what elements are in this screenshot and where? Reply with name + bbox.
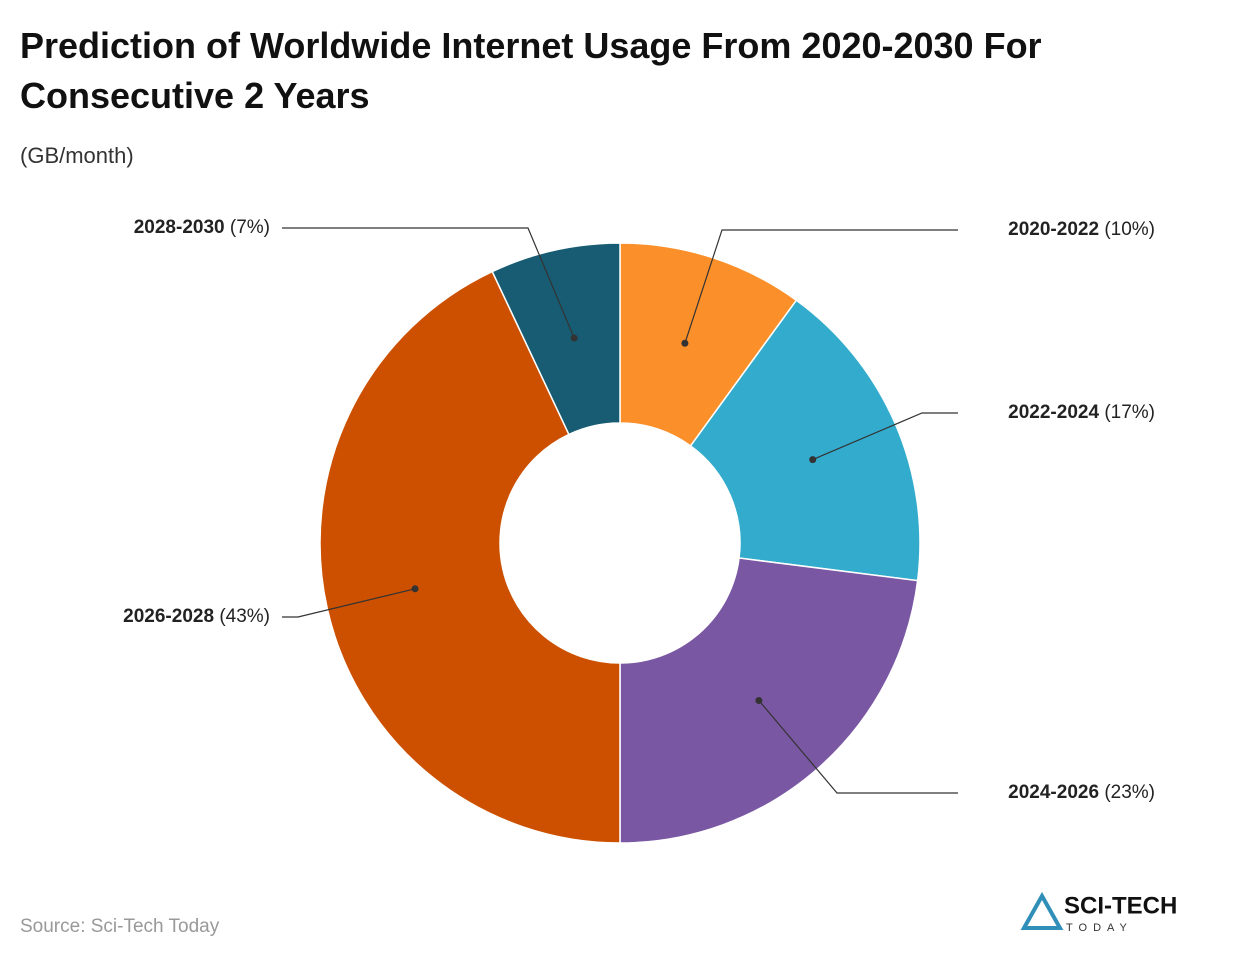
slice-category: 2020-2022 xyxy=(1008,219,1099,240)
leader-line xyxy=(812,412,958,461)
donut-slice xyxy=(689,299,921,582)
chart-title: Prediction of Worldwide Internet Usage F… xyxy=(20,25,1042,116)
leader-dot xyxy=(681,339,689,347)
leader-line xyxy=(758,700,958,794)
logo: SCI-TECH TODAY xyxy=(1020,891,1177,934)
slice-label: 2024-2026 (23%) xyxy=(1008,782,1155,803)
source: Source: Sci-Tech Today xyxy=(20,916,220,937)
logo-tagline: TODAY xyxy=(1066,922,1133,934)
leader-line xyxy=(684,229,958,344)
slice-category: 2026-2028 xyxy=(123,606,214,627)
slice-category: 2024-2026 xyxy=(1008,782,1099,803)
slice-label: 2022-2024 (17%) xyxy=(1008,402,1155,423)
donut-slice xyxy=(319,270,621,844)
slice-category: 2022-2024 xyxy=(1008,402,1099,423)
chart-subtitle: (GB/month) xyxy=(20,143,134,168)
leader-dot xyxy=(570,334,578,342)
donut-slice xyxy=(619,557,919,844)
slice-value-label: (7%) xyxy=(230,217,270,238)
slice-value-label: (43%) xyxy=(219,606,270,627)
slice-label: 2026-2028 (43%) xyxy=(123,606,270,627)
slice-category: 2028-2030 xyxy=(134,217,225,238)
leader-line xyxy=(282,588,416,618)
slice-value-label: (23%) xyxy=(1104,782,1155,803)
logo-icon xyxy=(1020,891,1064,930)
slice-label: 2020-2022 (10%) xyxy=(1008,219,1155,240)
leader-dot xyxy=(809,456,817,464)
donut-slice xyxy=(491,242,621,436)
leader-dot xyxy=(411,585,419,593)
logo-name: SCI-TECH xyxy=(1064,892,1177,919)
leader-dot xyxy=(755,697,763,705)
slice-label: 2028-2030 (7%) xyxy=(134,217,270,238)
slice-value-label: (10%) xyxy=(1104,219,1155,240)
leader-line xyxy=(282,227,575,339)
slice-value-label: (17%) xyxy=(1104,402,1155,423)
donut-slice xyxy=(619,242,798,447)
